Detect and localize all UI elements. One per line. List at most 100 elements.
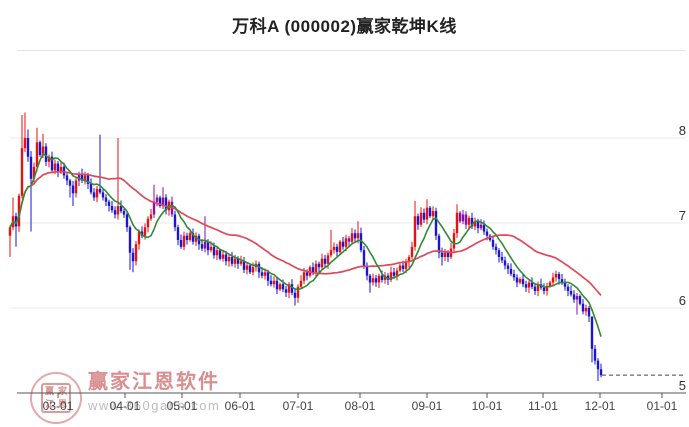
candle-body xyxy=(350,233,354,242)
candle-body xyxy=(323,258,327,264)
candle-body xyxy=(566,286,570,291)
candle-body xyxy=(398,265,402,271)
candle-body xyxy=(248,265,252,273)
candle-body xyxy=(275,280,279,290)
candle-body xyxy=(251,267,255,273)
candle-body xyxy=(506,265,510,269)
candle-body xyxy=(374,278,378,283)
candle-body xyxy=(236,258,240,264)
candle-body xyxy=(23,138,27,149)
candle-body xyxy=(164,197,168,211)
candle-body xyxy=(35,142,39,167)
y-tick-label: 6 xyxy=(679,293,686,308)
candle-body xyxy=(245,265,249,270)
candle-body xyxy=(410,246,414,257)
candle-body xyxy=(269,280,273,285)
candle-body xyxy=(200,244,204,249)
candle-body xyxy=(503,260,507,266)
candle-body xyxy=(113,210,117,215)
candle-body xyxy=(287,284,291,293)
candle-body xyxy=(584,308,588,312)
candle-body xyxy=(575,296,579,300)
candle-body xyxy=(557,274,561,280)
candle-body xyxy=(431,211,435,217)
candle-body xyxy=(221,254,225,259)
candle-body xyxy=(587,308,591,317)
candle-body xyxy=(440,252,444,257)
candle-body xyxy=(533,286,537,291)
candle-body xyxy=(107,201,111,206)
x-tick-label: 01-01 xyxy=(647,399,678,413)
candle-body xyxy=(311,267,315,273)
candle-body xyxy=(332,246,336,251)
candle-body xyxy=(476,221,480,229)
y-axis-labels: 8 7 6 5 xyxy=(679,123,686,393)
candle-body xyxy=(152,201,156,215)
candle-body xyxy=(185,235,189,240)
candle-body xyxy=(278,284,282,290)
candle-body xyxy=(257,263,261,273)
candle-body xyxy=(194,235,198,242)
candle-body xyxy=(485,231,489,236)
candle-body xyxy=(230,257,234,264)
candle-body xyxy=(155,197,159,202)
candle-body xyxy=(470,217,474,227)
candle-body xyxy=(416,216,420,225)
candle-body xyxy=(284,289,288,293)
candle-body xyxy=(50,156,54,171)
candle-body xyxy=(8,227,12,236)
y-tick-label: 5 xyxy=(679,378,686,393)
candle-body xyxy=(515,277,519,283)
candle-body xyxy=(302,272,306,281)
candle-body xyxy=(233,258,237,264)
candle-body xyxy=(518,279,522,283)
candle-body xyxy=(305,272,309,276)
candle-body xyxy=(326,255,330,264)
candle-body xyxy=(542,287,546,291)
candle-body xyxy=(80,173,84,181)
candle-body xyxy=(20,148,24,196)
candle-body xyxy=(134,244,138,262)
candle-body xyxy=(299,280,303,287)
candle-body xyxy=(446,252,450,257)
x-tick-label: 10-01 xyxy=(472,399,503,413)
candle-body xyxy=(380,275,384,280)
candle-body xyxy=(296,286,300,298)
candle-body xyxy=(281,284,285,290)
candle-body xyxy=(188,233,192,240)
candle-body xyxy=(356,233,360,239)
candle-body xyxy=(368,275,372,283)
candle-body xyxy=(161,197,165,206)
candle-body xyxy=(458,212,462,222)
candle-body xyxy=(554,274,558,278)
candle-body xyxy=(419,212,423,225)
candle-body xyxy=(218,250,222,259)
x-tick-label: 11-01 xyxy=(528,399,558,413)
candle-body xyxy=(386,275,390,280)
candle-body xyxy=(128,227,132,253)
candle-body xyxy=(404,262,408,269)
candle-body xyxy=(158,197,162,206)
candle-body xyxy=(596,360,600,370)
candle-body xyxy=(59,166,63,172)
candle-body xyxy=(176,227,180,240)
candle-body xyxy=(77,173,81,181)
candle-body xyxy=(104,197,108,202)
candle-body xyxy=(401,265,405,269)
candle-body xyxy=(422,212,426,220)
candle-body xyxy=(92,192,96,198)
candle-body xyxy=(581,303,585,312)
candle-body xyxy=(461,214,465,222)
candle-body xyxy=(464,214,468,225)
candle-body xyxy=(512,274,516,278)
candle-body xyxy=(65,175,69,181)
x-tick-label: 12-01 xyxy=(585,399,616,413)
candle-body xyxy=(452,233,456,249)
page-title: 万科A (000002)赢家乾坤K线 xyxy=(232,17,457,36)
candle-body xyxy=(290,284,294,293)
candle-body xyxy=(110,206,114,211)
candle-body xyxy=(359,233,363,251)
candle-body xyxy=(362,250,366,266)
candle-body xyxy=(413,216,417,247)
